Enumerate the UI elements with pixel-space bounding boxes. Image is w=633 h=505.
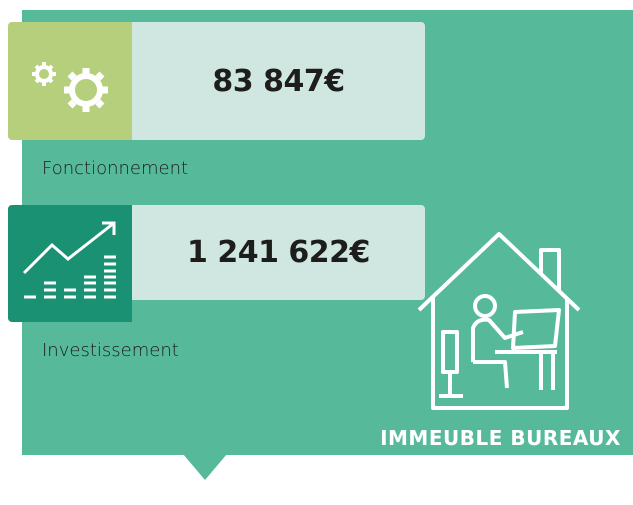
amount: 83 847€ <box>132 22 425 140</box>
card-label: Fonctionnement <box>42 158 189 179</box>
card-label: Investissement <box>42 340 179 361</box>
house-icon <box>417 232 581 410</box>
gear-icon <box>32 62 108 112</box>
amount: 1 241 622€ <box>132 205 425 300</box>
badge: IMMEUBLE BUREAUX <box>380 426 621 450</box>
gear-icon-box <box>8 22 132 140</box>
chart-icon-box <box>8 205 132 322</box>
chart-icon <box>22 221 116 299</box>
